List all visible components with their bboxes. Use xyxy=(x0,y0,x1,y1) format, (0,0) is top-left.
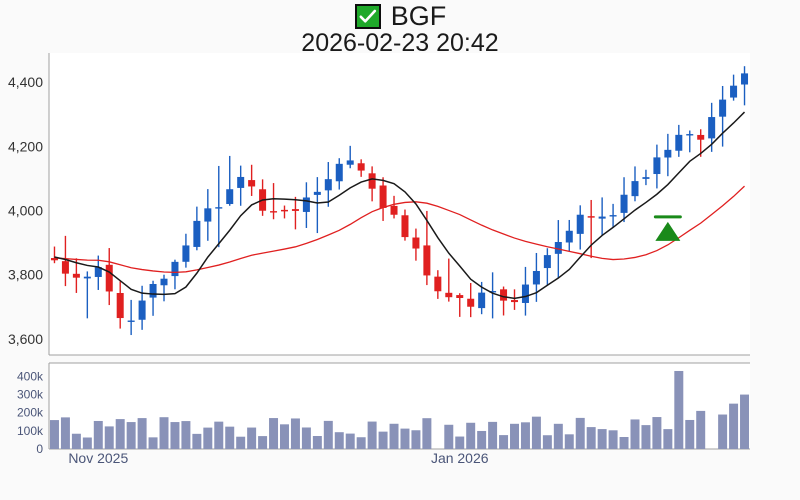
svg-text:4,000: 4,000 xyxy=(8,203,43,219)
svg-text:4,400: 4,400 xyxy=(8,74,43,90)
svg-text:300k: 300k xyxy=(17,388,44,402)
svg-text:400k: 400k xyxy=(17,369,44,383)
svg-text:4,200: 4,200 xyxy=(8,138,43,154)
svg-text:200k: 200k xyxy=(17,406,44,420)
svg-text:Jan 2026: Jan 2026 xyxy=(431,450,489,466)
svg-text:0: 0 xyxy=(36,442,43,456)
svg-text:Nov 2025: Nov 2025 xyxy=(68,450,128,466)
svg-text:3,800: 3,800 xyxy=(8,267,43,283)
svg-text:100k: 100k xyxy=(17,424,44,438)
svg-text:3,600: 3,600 xyxy=(8,331,43,347)
